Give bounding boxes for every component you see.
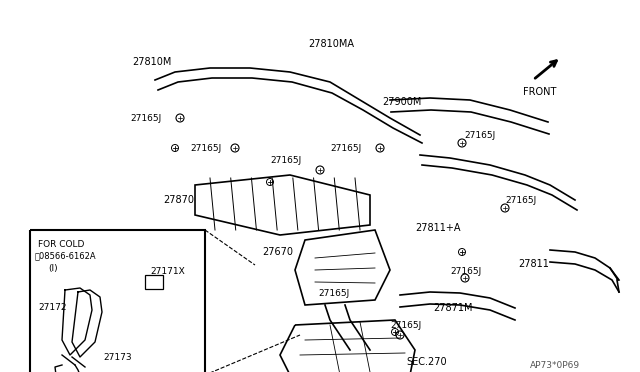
Text: 27810MA: 27810MA — [308, 39, 354, 49]
Text: 27171X: 27171X — [150, 267, 185, 276]
Bar — [30, 230, 205, 372]
Text: 27900M: 27900M — [382, 97, 421, 107]
Text: 27871M: 27871M — [433, 303, 472, 313]
Text: 27165J: 27165J — [190, 144, 221, 153]
Text: FRONT: FRONT — [523, 87, 556, 97]
Text: 27165J: 27165J — [270, 155, 301, 164]
Text: AP73*0P69: AP73*0P69 — [530, 360, 580, 369]
Text: 27165J: 27165J — [450, 267, 481, 276]
Text: 27870: 27870 — [163, 195, 194, 205]
Text: 27173: 27173 — [103, 353, 132, 362]
Bar — [145, 275, 163, 289]
Text: (I): (I) — [48, 263, 58, 273]
Text: 27165J: 27165J — [130, 113, 161, 122]
Text: 27811: 27811 — [518, 259, 549, 269]
Text: 27165J: 27165J — [464, 131, 495, 140]
Text: 27810M: 27810M — [132, 57, 172, 67]
Text: 27172: 27172 — [38, 304, 67, 312]
Text: 27165J: 27165J — [330, 144, 361, 153]
Text: 27165J: 27165J — [505, 196, 536, 205]
Text: Ⓝ08566-6162A: Ⓝ08566-6162A — [35, 251, 97, 260]
Text: SEC.270: SEC.270 — [406, 357, 447, 367]
Text: 27811+A: 27811+A — [415, 223, 461, 233]
Text: 27165J: 27165J — [318, 289, 349, 298]
Text: FOR COLD: FOR COLD — [38, 240, 84, 248]
Text: 27670: 27670 — [262, 247, 293, 257]
Text: 27165J: 27165J — [390, 321, 421, 330]
